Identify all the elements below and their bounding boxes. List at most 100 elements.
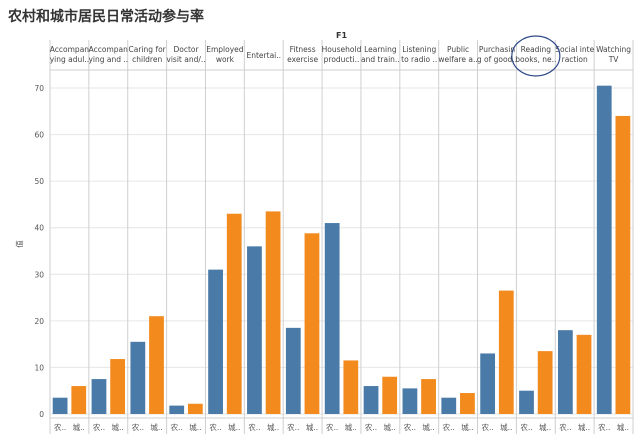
bar-urban — [110, 359, 126, 414]
category-header-label: raction — [562, 55, 588, 64]
bar-urban — [304, 233, 320, 414]
y-axis-label: 值 — [14, 240, 24, 248]
bar-urban — [537, 351, 553, 414]
bar-rural — [441, 397, 457, 414]
x-tick-label: 城.. — [228, 423, 240, 432]
bar-urban — [576, 334, 592, 414]
facet-label: F1 — [336, 31, 347, 40]
category-header-label: Watching — [596, 45, 631, 54]
category-header-label: books, ne.. — [515, 55, 556, 64]
category-header-label: visit and/.. — [166, 55, 205, 64]
x-tick-label: 农.. — [171, 422, 183, 432]
category-header-label: ying and .. — [88, 55, 128, 64]
category-header-label: ying adul.. — [50, 55, 89, 64]
x-tick-label: 城.. — [345, 423, 357, 432]
bar-rural — [91, 379, 107, 414]
x-tick-label: 城.. — [539, 423, 551, 432]
x-tick-label: 农.. — [287, 422, 299, 432]
bar-rural — [402, 388, 418, 414]
category-header-label: exercise — [287, 55, 318, 64]
category-header-label: Accompan — [50, 45, 89, 54]
category-header-label: Employed — [206, 45, 244, 54]
x-tick-label: 农.. — [481, 422, 493, 432]
bar-rural — [52, 397, 68, 414]
bar-urban — [343, 360, 359, 414]
category-header-label: g of good.. — [477, 55, 517, 64]
bar-urban — [149, 316, 164, 414]
bar-rural — [247, 246, 262, 414]
x-tick-label: 城.. — [150, 423, 162, 432]
category-header-label: work — [216, 55, 235, 64]
category-header-label: and train.. — [361, 55, 400, 64]
bar-urban — [382, 376, 398, 414]
bar-rural — [519, 390, 534, 414]
bar-urban — [71, 386, 87, 414]
bar-rural — [285, 327, 301, 414]
bar-urban — [265, 211, 281, 414]
bar-rural — [169, 405, 185, 414]
bar-rural — [208, 269, 223, 414]
category-header-label: Accompan — [89, 45, 128, 54]
bar-urban — [498, 290, 514, 414]
y-tick-label: 0 — [39, 410, 44, 419]
category-header-label: Learning — [364, 45, 397, 54]
bar-rural — [363, 386, 379, 414]
bar-rural — [557, 330, 573, 414]
x-tick-label: 农.. — [209, 422, 221, 432]
category-header-label: Entertai.. — [247, 51, 282, 60]
category-header-label: Caring for — [129, 45, 167, 54]
x-tick-label: 农.. — [598, 422, 610, 432]
x-tick-label: 城.. — [384, 423, 396, 432]
bar-rural — [130, 341, 146, 414]
highlight-ellipse — [511, 35, 561, 77]
y-tick-label: 60 — [34, 131, 44, 140]
x-tick-label: 农.. — [326, 422, 338, 432]
x-tick-label: 城.. — [422, 423, 434, 432]
x-tick-label: 农.. — [365, 422, 377, 432]
x-tick-label: 城.. — [306, 423, 318, 432]
category-header-label: to radio .. — [401, 55, 437, 64]
y-tick-label: 50 — [34, 177, 44, 186]
bar-urban — [226, 213, 242, 414]
x-tick-label: 城.. — [111, 423, 123, 432]
y-tick-label: 10 — [34, 363, 44, 372]
chart-title: 农村和城市居民日常活动参与率 — [8, 9, 204, 25]
y-tick-label: 70 — [34, 84, 44, 93]
x-tick-label: 城.. — [617, 423, 629, 432]
x-tick-label: 城.. — [189, 423, 201, 432]
category-header-label: Purchasin — [479, 45, 516, 54]
x-tick-label: 农.. — [132, 422, 144, 432]
category-header-label: children — [132, 55, 162, 64]
category-header-label: TV — [608, 55, 620, 64]
y-tick-label: 30 — [34, 270, 44, 279]
x-tick-label: 农.. — [443, 422, 455, 432]
x-tick-label: 农.. — [559, 422, 571, 432]
category-header-label: Fitness — [290, 45, 316, 54]
x-tick-label: 城.. — [73, 423, 85, 432]
bar-rural — [596, 85, 612, 415]
category-header-label: Social inte — [555, 45, 594, 54]
category-header-label: Household — [322, 45, 362, 54]
x-tick-label: 城.. — [578, 423, 590, 432]
bar-urban — [460, 393, 475, 414]
x-tick-label: 城.. — [461, 423, 473, 432]
y-tick-label: 20 — [34, 317, 44, 326]
category-header-label: producti.. — [324, 55, 360, 64]
category-header-label: Reading — [521, 45, 552, 54]
x-tick-label: 农.. — [93, 422, 105, 432]
bar-urban — [421, 379, 436, 414]
category-header-label: Public — [447, 45, 469, 54]
bar-rural — [324, 223, 340, 414]
x-tick-label: 农.. — [520, 422, 532, 432]
x-tick-label: 农.. — [248, 422, 260, 432]
bar-urban — [615, 115, 631, 414]
x-tick-label: 农.. — [404, 422, 416, 432]
x-tick-label: 农.. — [54, 422, 66, 432]
category-header-label: Listening — [402, 45, 436, 54]
bar-urban — [187, 403, 203, 414]
y-tick-label: 40 — [34, 224, 44, 233]
bar-rural — [480, 353, 496, 414]
category-header-label: welfare a.. — [438, 55, 477, 64]
